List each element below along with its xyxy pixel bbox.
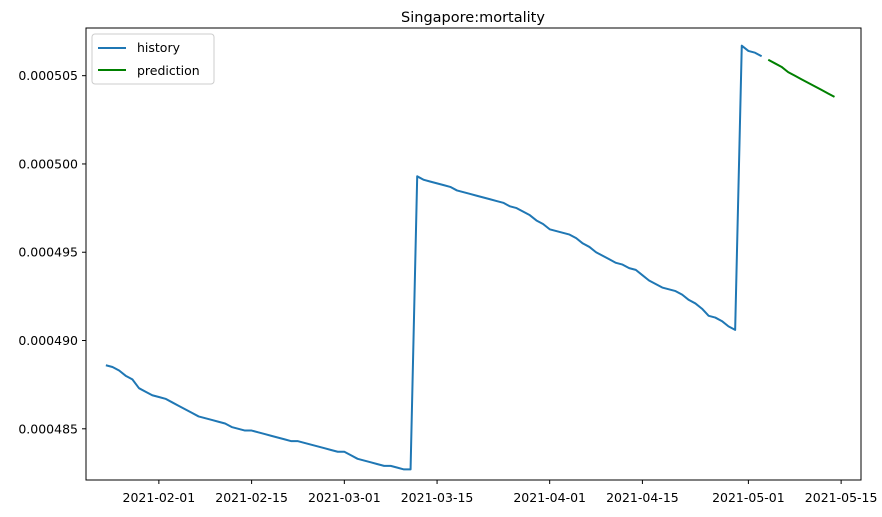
plot-area: [105, 44, 835, 471]
y-tick-label: 0.000505: [18, 68, 78, 83]
x-tick-label: 2021-04-01: [513, 490, 586, 505]
y-tick-label: 0.000495: [18, 245, 78, 260]
y-tick-label: 0.000490: [18, 333, 78, 348]
x-tick-label: 2021-05-15: [805, 490, 878, 505]
axes-frame: [85, 27, 862, 481]
x-tick-label: 2021-04-15: [606, 490, 679, 505]
x-tick-label: 2021-03-15: [401, 490, 474, 505]
x-tick-label: 2021-05-01: [712, 490, 785, 505]
x-tick-label: 2021-02-01: [123, 490, 196, 505]
axis-ticks: 2021-02-01 2021-02-15 2021-03-01 2021-03-15…: [18, 68, 877, 505]
x-tick-label: 2021-03-01: [308, 490, 381, 505]
legend-label-history: history: [137, 40, 181, 55]
y-tick-label: 0.000485: [18, 421, 78, 436]
chart-title: Singapore:mortality: [401, 10, 545, 26]
legend-box: [91, 33, 215, 85]
series-line-history: [105, 44, 763, 471]
y-tick-label: 0.000500: [18, 156, 78, 171]
x-tick-label: 2021-02-15: [215, 490, 288, 505]
legend-label-prediction: prediction: [137, 63, 200, 78]
series-line-prediction: [767, 58, 835, 98]
legend: history prediction: [91, 33, 215, 85]
